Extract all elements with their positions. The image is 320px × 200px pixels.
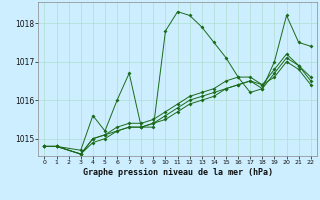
- X-axis label: Graphe pression niveau de la mer (hPa): Graphe pression niveau de la mer (hPa): [83, 168, 273, 177]
